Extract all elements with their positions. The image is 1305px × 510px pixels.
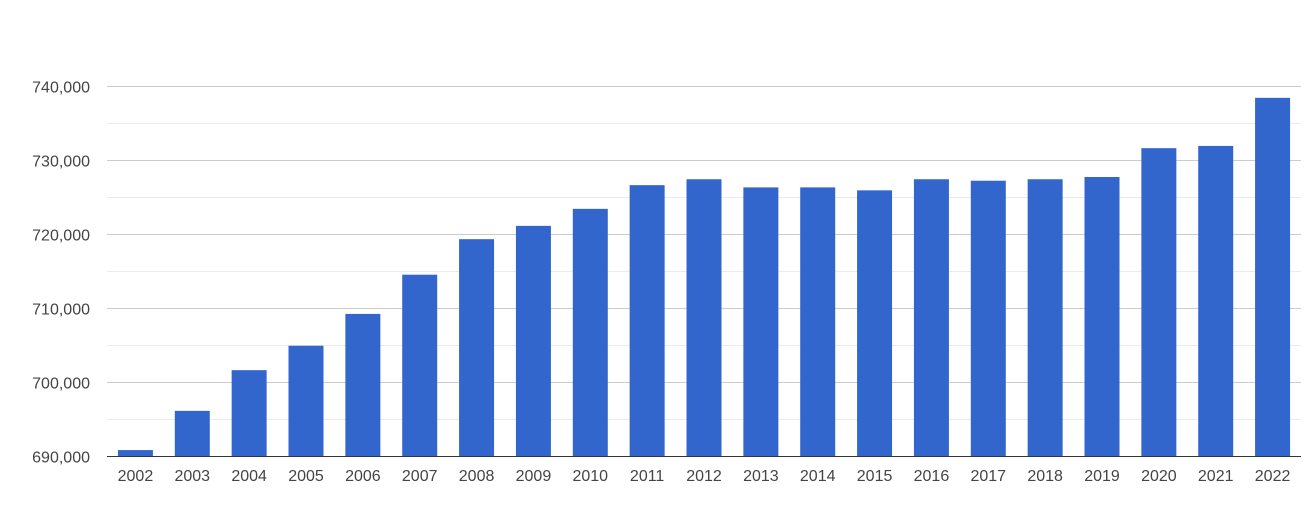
bar-2018 xyxy=(1027,179,1063,457)
x-tick-label: 2008 xyxy=(459,468,495,485)
x-tick-label: 2010 xyxy=(572,468,608,485)
bars xyxy=(117,97,1291,457)
x-tick-label: 2021 xyxy=(1198,468,1234,485)
x-tick-label: 2005 xyxy=(288,468,324,485)
y-tick-label: 700,000 xyxy=(32,376,90,393)
bar-2011 xyxy=(629,185,665,456)
bar-2013 xyxy=(743,187,779,456)
x-tick-label: 2006 xyxy=(345,468,381,485)
x-tick-label: 2014 xyxy=(800,468,836,485)
x-tick-label: 2019 xyxy=(1084,468,1120,485)
bar-2002 xyxy=(117,450,153,456)
bar-2008 xyxy=(459,239,495,456)
x-tick-label: 2011 xyxy=(630,468,665,485)
bar-2022 xyxy=(1255,97,1291,456)
x-tick-label: 2003 xyxy=(174,468,210,485)
bar-2003 xyxy=(174,410,210,456)
x-tick-label: 2017 xyxy=(970,468,1006,485)
x-tick-label: 2009 xyxy=(516,468,552,485)
x-tick-label: 2002 xyxy=(118,468,154,485)
x-tick-label: 2016 xyxy=(914,468,950,485)
y-axis-tick-labels: 690,000 700,000 710,000 720,000 730,000 740,0… xyxy=(32,80,90,467)
bar-2012 xyxy=(686,179,722,457)
x-tick-label: 2020 xyxy=(1141,468,1177,485)
bar-2016 xyxy=(913,179,949,457)
x-tick-label: 2012 xyxy=(686,468,722,485)
x-tick-label: 2013 xyxy=(743,468,779,485)
x-tick-label: 2015 xyxy=(857,468,893,485)
x-tick-label: 2018 xyxy=(1027,468,1063,485)
y-tick-label: 740,000 xyxy=(32,80,90,97)
y-tick-label: 710,000 xyxy=(32,302,90,319)
bar-2006 xyxy=(345,313,381,456)
bar-2009 xyxy=(515,225,551,456)
bar-2019 xyxy=(1084,177,1120,456)
bar-2015 xyxy=(857,190,893,456)
bar-2007 xyxy=(402,274,438,456)
x-tick-label: 2007 xyxy=(402,468,438,485)
x-tick-label: 2004 xyxy=(231,468,267,485)
y-tick-label: 730,000 xyxy=(32,154,90,171)
x-axis-tick-labels: 2002 2003 2004 2005 2006 2007 2008 2009 2010 2011… xyxy=(118,468,1291,485)
bar-2005 xyxy=(288,345,324,456)
y-tick-label: 690,000 xyxy=(32,450,90,467)
y-tick-label: 720,000 xyxy=(32,228,90,245)
bar-2021 xyxy=(1198,145,1234,456)
bar-2020 xyxy=(1141,148,1177,456)
bar-2014 xyxy=(800,187,836,456)
bar-2004 xyxy=(231,370,267,456)
x-tick-label: 2022 xyxy=(1255,468,1291,485)
bar-2010 xyxy=(572,208,608,456)
bar-2017 xyxy=(970,180,1006,456)
